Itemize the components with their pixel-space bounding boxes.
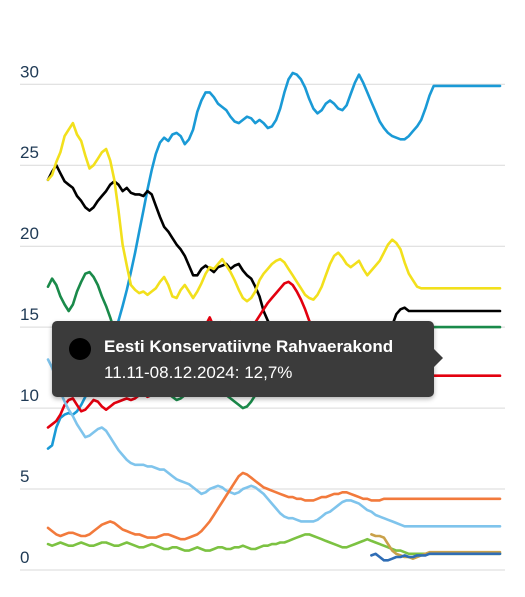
tooltip-series-dot: [69, 338, 91, 360]
tooltip-value: 11.11-08.12.2024: 12,7%: [104, 363, 293, 382]
series-line-6[interactable]: [46, 471, 502, 541]
y-tick-label: 10: [20, 386, 39, 405]
series-line-2[interactable]: [46, 121, 502, 303]
tooltip-party-name: Eesti Konservatiivne Rahvaerakond: [104, 337, 394, 356]
series-line-7[interactable]: [46, 533, 502, 556]
series-line-9[interactable]: [370, 552, 502, 562]
tooltip-arrow: [434, 349, 443, 367]
series-line-5[interactable]: [46, 358, 502, 528]
y-tick-label: 5: [20, 467, 29, 486]
series-lines: [46, 71, 502, 562]
series-line-0[interactable]: [46, 71, 502, 450]
y-tick-label: 20: [20, 224, 39, 243]
series-line-8[interactable]: [370, 533, 502, 560]
y-tick-label: 0: [20, 548, 29, 567]
y-axis: 0 5 10 15 20 25 30: [20, 62, 39, 567]
y-tick-label: 30: [20, 62, 39, 81]
tooltip: Eesti Konservatiivne Rahvaerakond 11.11-…: [52, 321, 434, 397]
y-tick-label: 15: [20, 305, 39, 324]
y-tick-label: 25: [20, 143, 39, 162]
